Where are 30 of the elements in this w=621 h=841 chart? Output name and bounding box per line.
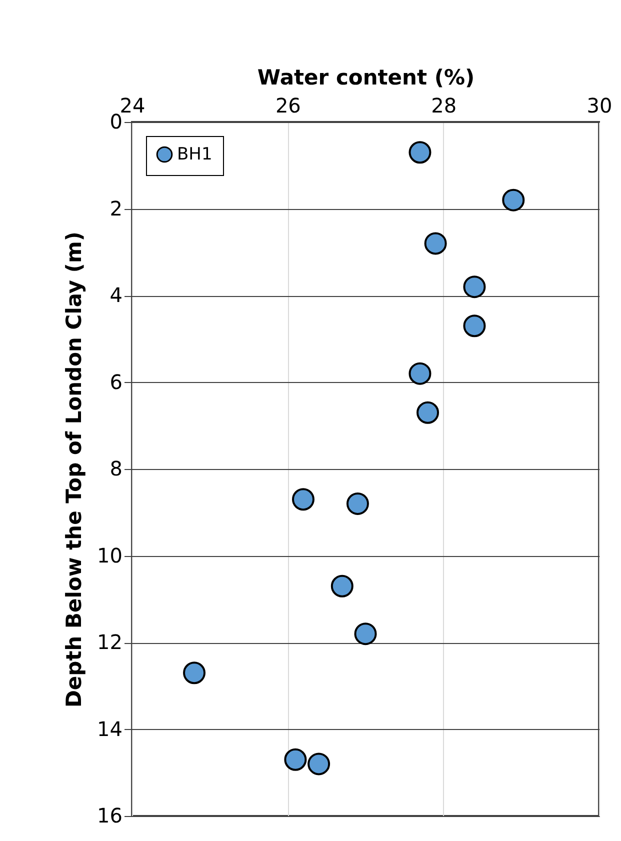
y-tick-label: 12 <box>97 630 122 654</box>
point <box>284 748 307 771</box>
point <box>502 188 525 212</box>
y-axis-title: Depth Below the Top of London Clay (m) <box>62 231 86 708</box>
point <box>424 232 447 255</box>
point <box>463 314 486 338</box>
point <box>408 141 432 164</box>
point <box>330 574 354 598</box>
y-tick-label: 16 <box>97 804 122 828</box>
y-tick-label: 0 <box>110 110 122 134</box>
point <box>346 492 369 515</box>
legend-label: BH1 <box>177 144 212 164</box>
point <box>292 488 314 511</box>
point <box>183 662 206 684</box>
point <box>416 401 440 424</box>
x-tick-label: 24 <box>120 94 146 118</box>
point <box>463 276 486 298</box>
point <box>308 752 330 776</box>
x-tick-label: 28 <box>431 94 457 118</box>
y-tick-label: 4 <box>110 283 122 307</box>
x-tick-label: 30 <box>586 94 612 118</box>
x-tick-label: 26 <box>275 94 301 118</box>
y-tick-label: 6 <box>110 370 122 394</box>
y-tick-label: 8 <box>110 456 122 480</box>
x-axis-title: Water content (%) <box>257 66 475 90</box>
point <box>408 362 432 385</box>
y-tick-label: 14 <box>97 716 122 741</box>
y-tick-label: 10 <box>97 543 122 568</box>
point <box>354 622 377 646</box>
y-tick-label: 2 <box>110 196 122 220</box>
